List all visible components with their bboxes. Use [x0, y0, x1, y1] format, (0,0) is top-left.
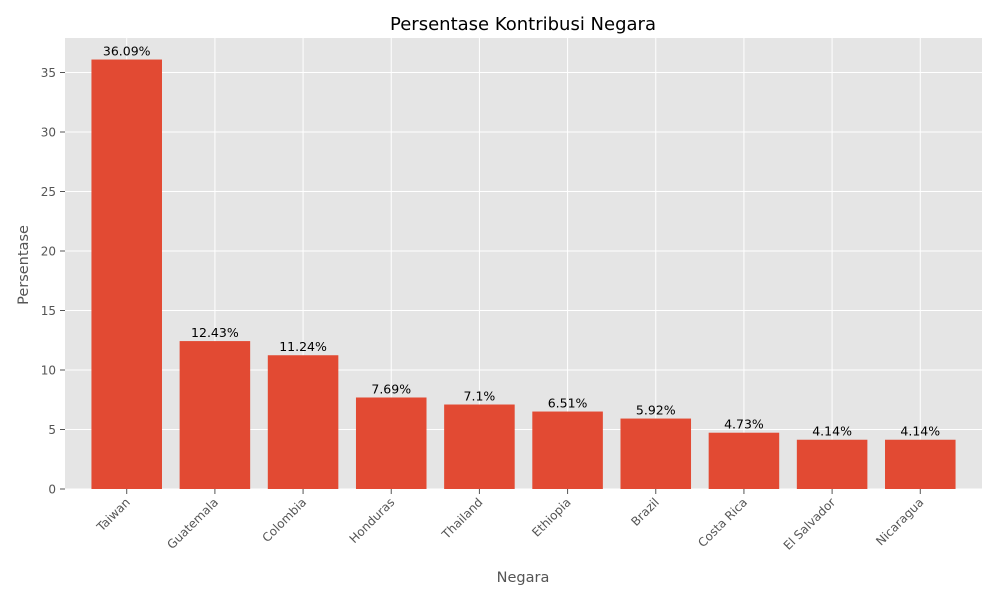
y-tick-label: 20 — [41, 245, 56, 259]
y-tick-label: 25 — [41, 185, 56, 199]
bar-costa-rica — [708, 432, 780, 489]
x-tick-label: Nicaragua — [873, 495, 926, 548]
y-tick-label: 15 — [41, 304, 56, 318]
bar-value-label: 4.73% — [724, 417, 764, 432]
bar-thailand — [444, 404, 515, 489]
x-tick-label: Thailand — [438, 495, 485, 542]
bar-value-label: 7.1% — [464, 389, 496, 404]
x-tick-label: El Salvador — [781, 495, 839, 553]
y-tick-label: 5 — [48, 423, 56, 437]
x-axis-title: Negara — [497, 570, 550, 586]
x-tick-label: Taiwan — [93, 495, 132, 534]
bar-value-label: 5.92% — [636, 403, 676, 418]
y-axis-title: Persentase — [16, 225, 32, 305]
bar-guatemala — [179, 341, 251, 489]
bar-value-label: 7.69% — [371, 381, 411, 396]
y-tick-label: 10 — [41, 364, 56, 378]
x-tick-label: Brazil — [628, 495, 662, 529]
y-tick-label: 35 — [41, 66, 56, 80]
bar-colombia — [267, 355, 339, 489]
y-tick-label: 30 — [41, 126, 56, 140]
bar-value-label: 12.43% — [191, 325, 239, 340]
x-tick-label: Costa Rica — [695, 495, 750, 550]
chart-title: Persentase Kontribusi Negara — [390, 14, 656, 35]
bar-value-label: 4.14% — [812, 424, 852, 439]
bar-el-salvador — [796, 439, 868, 489]
data-labels: 36.09% 12.43% 11.24% 7.69% 7.1% 6.51% 5.92% 4.7… — [103, 44, 940, 439]
y-tick-label: 0 — [48, 483, 56, 497]
x-axis-ticks: Taiwan Guatemala Colombia Honduras Thailand E… — [93, 489, 926, 553]
bar-ethiopia — [532, 411, 603, 489]
bars — [91, 59, 956, 490]
bar-value-label: 36.09% — [103, 44, 151, 59]
x-tick-label: Honduras — [347, 495, 398, 546]
x-tick-label: Colombia — [259, 495, 309, 545]
bar-taiwan — [91, 59, 162, 490]
bar-value-label: 11.24% — [279, 339, 327, 354]
bar-honduras — [355, 397, 427, 489]
bar-value-label: 4.14% — [900, 424, 940, 439]
y-axis-ticks: 0 5 10 15 20 25 30 35 — [41, 66, 65, 497]
bar-value-label: 6.51% — [548, 396, 588, 411]
x-tick-label: Guatemala — [164, 495, 221, 552]
x-tick-label: Ethiopia — [529, 495, 573, 539]
bar-brazil — [620, 418, 692, 489]
bar-nicaragua — [885, 439, 956, 489]
